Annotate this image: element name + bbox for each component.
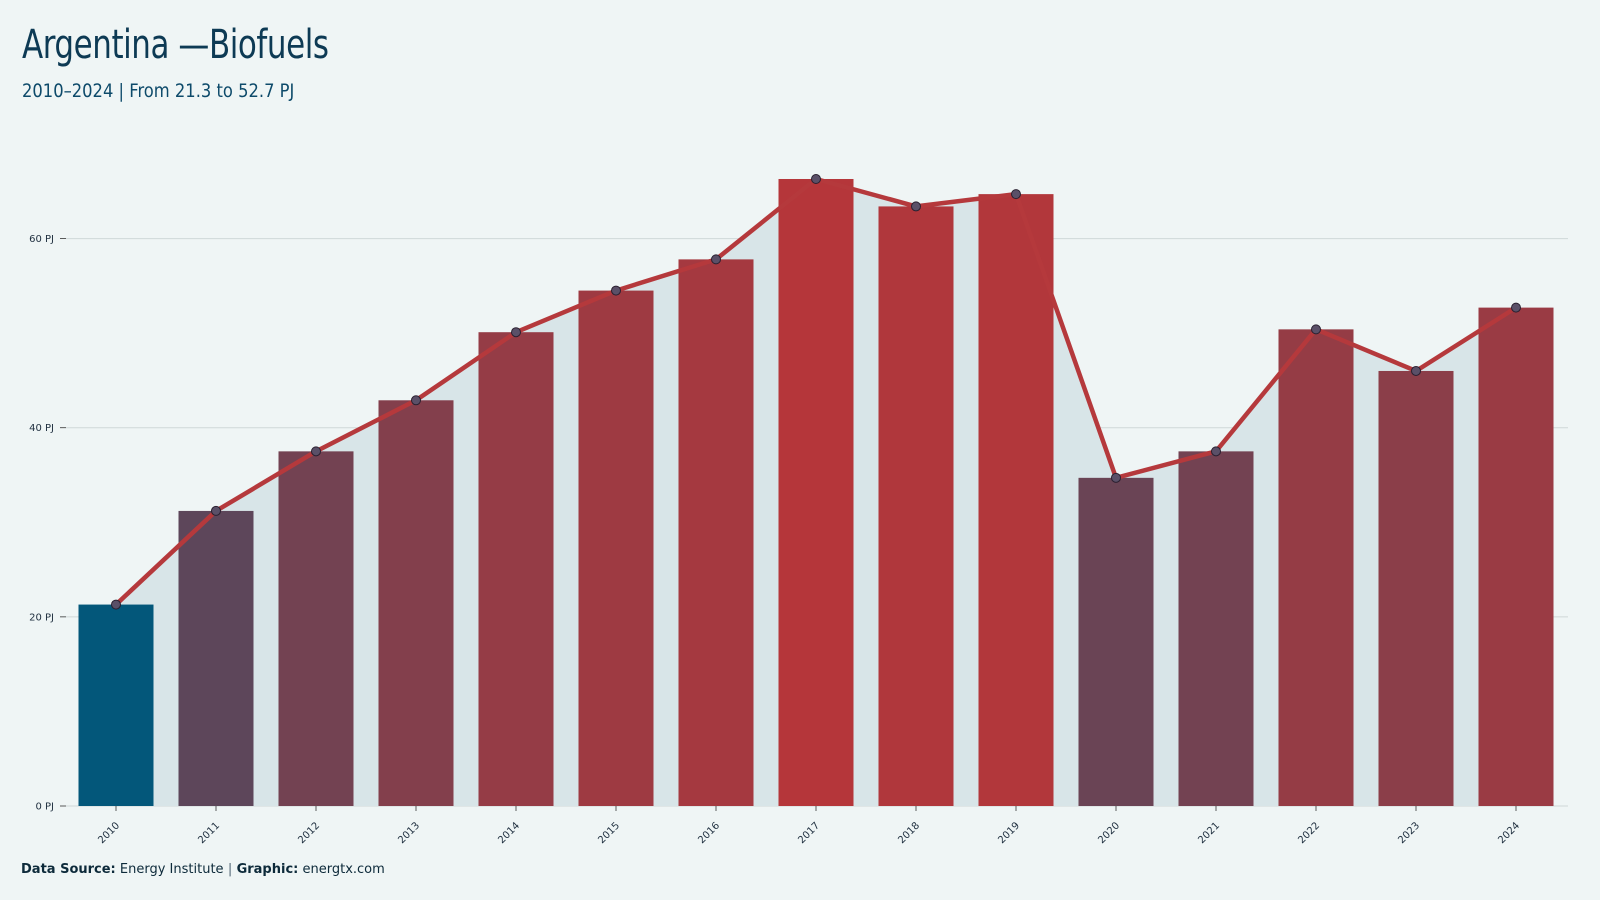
bar-2022 (1278, 329, 1354, 806)
x-axis: 2010 2011 2012 2013 2014 2015 2016 2017 2018 2019… (96, 806, 1522, 846)
bar-2015 (578, 290, 654, 807)
x-tick-label: 2015 (596, 820, 622, 846)
x-tick-label: 2016 (696, 820, 722, 846)
y-tick-label: 0 PJ (35, 802, 54, 813)
chart-title: Argentina —Biofuels (22, 22, 329, 68)
bar-2016 (678, 259, 754, 806)
bar-2021 (1178, 451, 1254, 806)
bar-2017 (778, 178, 854, 806)
marker-2022 (1311, 324, 1321, 335)
x-tick-label: 2018 (896, 820, 922, 846)
marker-2016 (711, 254, 721, 265)
bar-2024 (1478, 307, 1554, 806)
marker-2018 (911, 201, 921, 212)
graphic-value: energtx.com (302, 862, 385, 877)
marker-2010 (111, 599, 121, 610)
footer-separator: | (227, 862, 233, 877)
graphic-label: Graphic: (236, 862, 299, 877)
marker-2023 (1411, 365, 1421, 376)
footer-credits: Data Source: Energy Institute | Graphic:… (21, 862, 385, 877)
x-tick-label: 2014 (496, 820, 522, 846)
y-tick-label: 20 PJ (29, 612, 54, 623)
bar-2020 (1078, 477, 1154, 806)
source-label: Data Source: (21, 862, 116, 877)
y-tick-label: 40 PJ (29, 423, 54, 434)
x-tick-label: 2011 (196, 820, 222, 846)
marker-2020 (1111, 472, 1121, 483)
x-tick-label: 2020 (1096, 820, 1122, 846)
x-tick-label: 2013 (396, 820, 422, 846)
bar-2014 (478, 332, 554, 806)
bar-2012 (278, 451, 354, 806)
bars (78, 178, 1554, 807)
bar-2019 (978, 194, 1054, 806)
x-tick-label: 2019 (996, 820, 1022, 846)
x-tick-label: 2024 (1496, 820, 1522, 846)
bar-2013 (378, 400, 454, 806)
marker-2021 (1211, 446, 1221, 457)
y-axis: 0 PJ 20 PJ 40 PJ 60 PJ (29, 234, 66, 813)
marker-2019 (1011, 189, 1021, 200)
marker-2013 (411, 395, 421, 406)
marker-2024 (1511, 302, 1521, 313)
x-tick-label: 2010 (96, 820, 122, 846)
marker-2012 (311, 446, 321, 457)
series-markers (111, 173, 1521, 610)
bar-2010 (78, 604, 154, 806)
bar-2018 (878, 206, 954, 807)
marker-2011 (211, 505, 221, 516)
chart-subtitle: 2010–2024 | From 21.3 to 52.7 PJ (22, 80, 295, 102)
x-tick-label: 2021 (1196, 820, 1222, 846)
marker-2014 (511, 327, 521, 338)
bar-2023 (1378, 370, 1454, 806)
x-tick-label: 2023 (1396, 820, 1422, 846)
bar-2011 (178, 510, 254, 806)
x-tick-label: 2012 (296, 820, 322, 846)
source-value: Energy Institute (119, 862, 224, 877)
x-tick-label: 2022 (1296, 820, 1322, 846)
marker-2015 (611, 285, 621, 296)
x-tick-label: 2017 (796, 820, 822, 846)
marker-2017 (811, 173, 821, 184)
y-tick-label: 60 PJ (29, 234, 54, 245)
